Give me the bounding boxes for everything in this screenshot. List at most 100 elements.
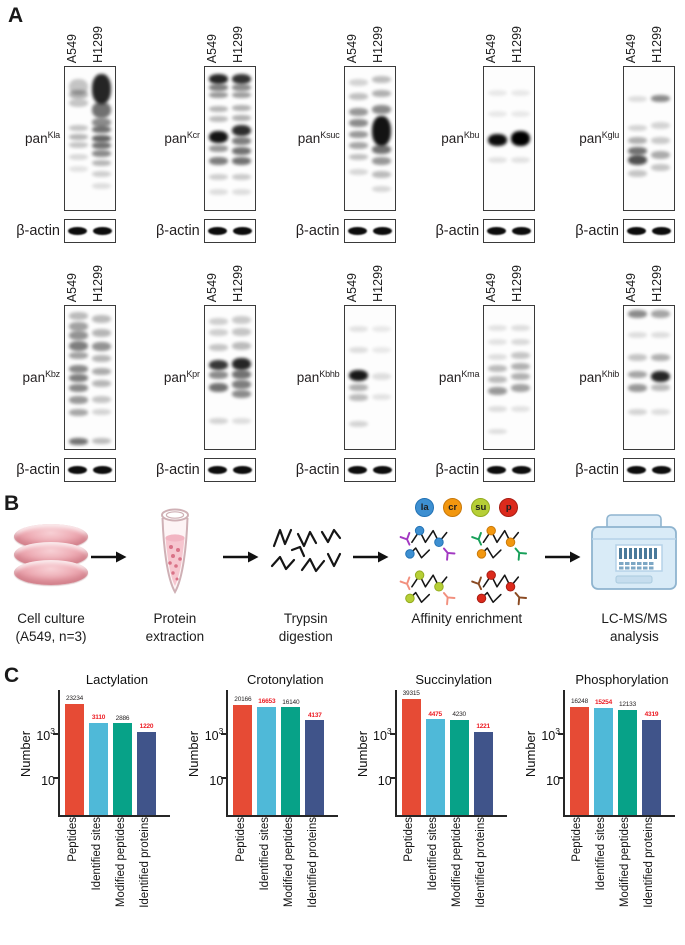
blot-band: [628, 384, 647, 393]
x-tick-label-text: Modified peptides: [114, 817, 127, 908]
x-category-labels: Peptides Identified sites Modified peptide…: [226, 817, 344, 929]
arrow-icon: [91, 551, 127, 563]
lane-label: H1299: [91, 26, 105, 63]
lane-label: A549: [65, 33, 79, 63]
x-tick-label: Identified proteins: [640, 817, 659, 908]
bar: 16140: [281, 699, 301, 815]
pan-antibody-label: pan Kbz: [22, 368, 61, 386]
blot-band: [651, 122, 670, 130]
blot-band: [92, 379, 111, 387]
axis-tick: [557, 777, 563, 779]
y-axis-label: Number: [354, 690, 370, 817]
plot-area: 16248 15254 12133 4319: [557, 690, 675, 817]
blot-group: A549 H1299 pan Kcr β-actin: [144, 12, 256, 243]
blot-band: [488, 156, 508, 163]
blot-band: [628, 332, 647, 339]
y-tick-label: 10: [546, 773, 560, 788]
blot-band: [92, 149, 111, 157]
arrow-icon: [222, 551, 259, 563]
blot-band: [69, 374, 88, 383]
blot-band: [371, 394, 391, 401]
blot-band: [69, 78, 88, 95]
panel-c-letter: C: [4, 664, 20, 687]
blot-band: [208, 329, 228, 337]
workflow-diagram: Cell culture (A549, n=3): [14, 498, 685, 645]
plot-area: 20166 16653 16140 4137: [221, 690, 339, 817]
pan-antibody-label: pan Kbu: [441, 129, 480, 147]
blot-image: [483, 66, 536, 211]
x-tick-label: Modified peptides: [111, 817, 130, 907]
petri-dish-icon: [14, 559, 88, 585]
bar-value-label: 4230: [452, 711, 466, 719]
beta-actin-label: β-actin: [295, 223, 340, 239]
blot-band: [348, 119, 368, 128]
actin-band: [93, 227, 112, 235]
plot-area: 39315 4475 4230 1221: [389, 690, 507, 817]
bar-chart: Crotonylation Number 103 10 20166 16653 16140 4…: [186, 672, 344, 929]
bar: 16653: [257, 698, 277, 815]
bar: 4230: [449, 711, 469, 815]
blot-row-2: A549 H1299 pan Kbz β-actin A549 H1299 pan Kpr β-a…: [0, 251, 685, 482]
blot-band: [488, 90, 508, 97]
blot-band: [69, 330, 88, 340]
actin-band: [347, 227, 367, 235]
x-tick-label-text: Modified peptides: [282, 817, 295, 908]
y-axis-label-text: Number: [18, 730, 33, 777]
blot-band: [348, 78, 368, 86]
blot-band: [92, 126, 111, 134]
beta-actin-blot: [203, 458, 256, 482]
blot-band: [488, 429, 508, 435]
pan-antibody-label: pan Kcr: [164, 129, 200, 147]
blot-band: [511, 384, 531, 393]
blot-band: [651, 151, 670, 160]
step-cell-culture: Cell culture (A549, n=3): [14, 498, 88, 645]
actin-band: [627, 227, 646, 235]
y-axis-label-text: Number: [354, 730, 370, 777]
blot-band: [628, 146, 647, 155]
x-tick-label-text: Identified sites: [595, 817, 608, 891]
actin-band: [232, 466, 252, 474]
blot-band: [208, 382, 228, 392]
panel-a-letter: A: [8, 4, 24, 27]
beta-actin-blot: [203, 219, 256, 243]
blot-band: [69, 321, 88, 331]
blot-band: [69, 437, 88, 445]
blot-band: [371, 372, 391, 380]
x-tick-label-text: Peptides: [571, 817, 584, 862]
blot-band: [511, 324, 531, 331]
blot-band: [651, 164, 670, 172]
blot-band: [231, 91, 251, 98]
arrow-icon: [544, 551, 581, 563]
bar-value-label: 3110: [91, 714, 106, 722]
lane-label: A549: [204, 272, 219, 302]
blot-band: [69, 384, 88, 393]
x-category-labels: Peptides Identified sites Modified peptide…: [58, 817, 176, 929]
ptm-tag-la: la: [415, 498, 435, 517]
blot-band: [511, 110, 531, 117]
step-label-line: Cell culture: [17, 611, 85, 626]
blot-band: [208, 371, 228, 380]
affinity-enrichment-icon: la cr su p: [392, 498, 542, 610]
lane-label: A549: [624, 272, 638, 302]
blot-band: [231, 104, 251, 111]
pan-antibody-label: pan Kma: [438, 368, 480, 386]
axis-tick: [221, 777, 227, 779]
actin-band: [627, 466, 646, 474]
actin-band: [68, 466, 87, 474]
lane-header: A549 H1299: [64, 12, 116, 66]
blot-image: [343, 66, 396, 211]
x-tick-label: Peptides: [231, 817, 250, 862]
bar-chart: Phosphorylation Number 103 10 16248 15254 1213…: [523, 672, 681, 929]
actin-band: [207, 466, 227, 474]
blot-band: [348, 93, 368, 101]
step-label-line: (A549, n=3): [15, 628, 87, 644]
chart-body: Number 103 10 16248 15254 12133 4319: [523, 690, 681, 817]
actin-band: [487, 466, 507, 474]
ptm-tags: la cr su p: [415, 498, 519, 517]
bar: 3110: [89, 714, 108, 815]
blot-band: [231, 358, 251, 371]
blot-band: [231, 390, 251, 399]
mass-spectrometer-icon: [585, 498, 683, 610]
lane-label: A549: [484, 33, 499, 63]
step-protein-extraction: Protein extraction: [130, 498, 220, 645]
